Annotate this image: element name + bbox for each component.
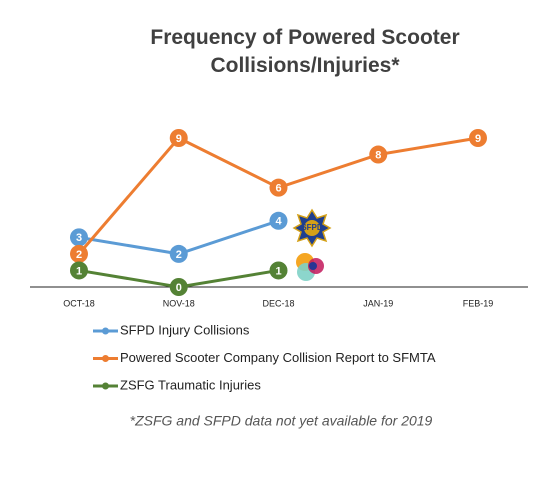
data-label: 3 [76,232,82,244]
footnote: *ZSFG and SFPD data not yet available fo… [130,413,433,429]
data-point [269,178,288,197]
x-tick-label: OCT-18 [63,298,95,308]
badge-center [304,220,320,236]
legend-marker [102,382,109,390]
sfpd-badge: SFPD [292,208,332,248]
title-line: Frequency of Powered Scooter [150,26,459,49]
legend-label: SFPD Injury Collisions [120,322,250,337]
x-tick-label: FEB-19 [463,298,494,308]
legend-label: Powered Scooter Company Collision Report… [120,350,436,365]
x-tick-label: JAN-19 [363,298,393,308]
data-point [369,145,388,164]
data-point [169,278,188,296]
data-label: 9 [475,133,481,145]
data-label: 2 [176,249,182,261]
data-point [70,244,88,263]
x-tick-label: NOV-18 [163,298,195,308]
x-tick-label: DEC-18 [262,298,294,308]
legend-marker [102,327,109,335]
data-point [70,261,88,280]
data-point [269,261,288,280]
data-label: 2 [76,249,82,261]
data-label: 8 [375,149,381,161]
data-label: 4 [275,216,282,228]
data-point [269,211,288,230]
zsfg-logo [296,253,324,281]
data-label: 0 [176,282,182,294]
data-label: 1 [76,265,82,277]
data-label: 9 [176,133,182,145]
chart-title: Frequency of Powered Scooter Collisions/I… [150,26,459,77]
legend-marker [102,355,109,362]
data-point [169,244,188,263]
badge-text: SFPD [301,223,323,232]
logo-circle [309,262,317,270]
title-line: Collisions/Injuries* [210,54,400,77]
data-point [469,129,487,147]
data-point [70,228,88,247]
data-label: 1 [275,265,281,277]
legend-label: ZSFG Traumatic Injuries [120,377,261,392]
data-label: 6 [275,183,281,195]
data-point [169,129,188,147]
